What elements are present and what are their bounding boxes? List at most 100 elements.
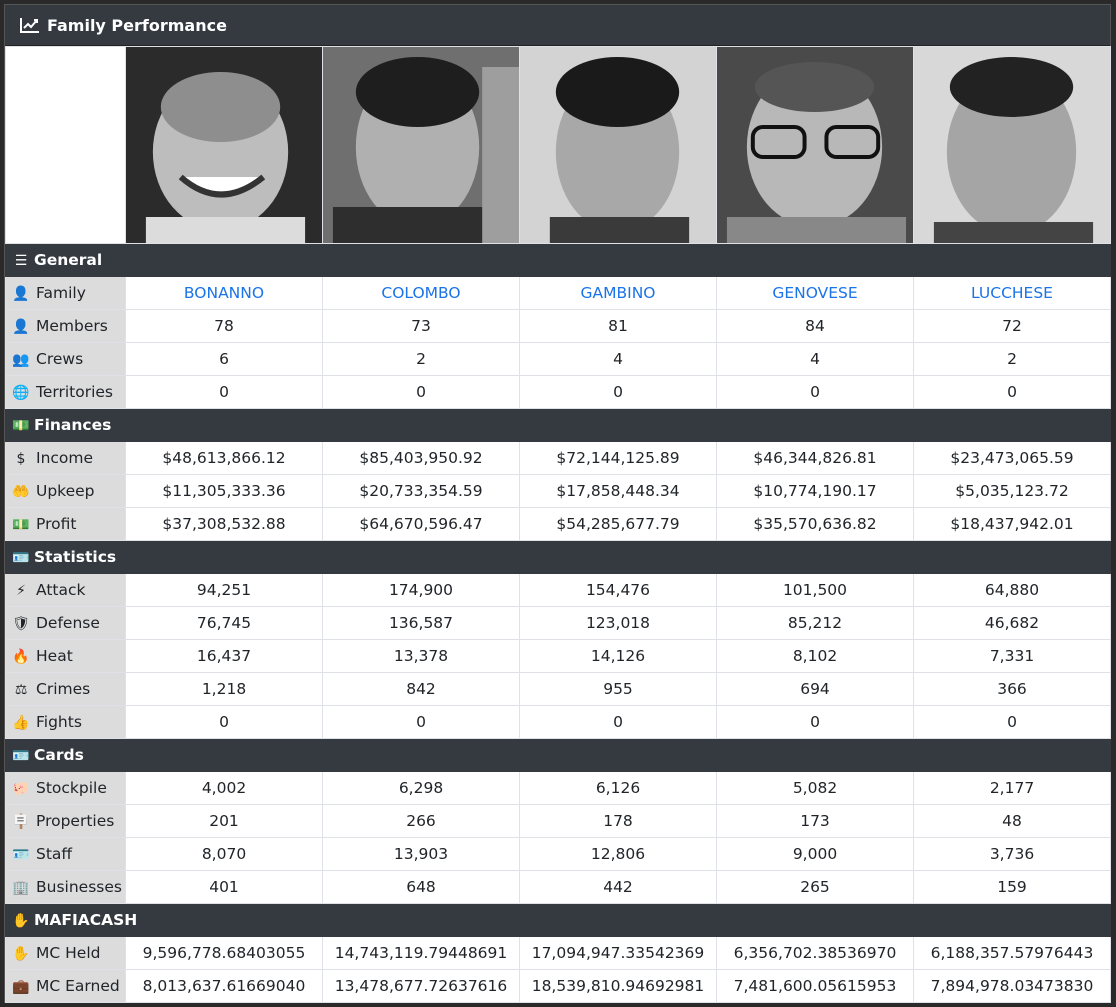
value-cell: 7,331 [913, 639, 1111, 673]
data-row-attack: ⚡ Attack 94,251 174,900 154,476 101,500 64,880 [5, 573, 1111, 607]
family-performance-panel: Family Performance [4, 4, 1111, 1003]
value-cell: $17,858,448.34 [519, 474, 717, 508]
data-row-members: 👤 Members 78 73 81 84 72 [5, 309, 1111, 343]
portrait-row [5, 46, 1111, 244]
value-cell: 0 [716, 375, 914, 409]
row-label: 👥 Crews [5, 342, 126, 376]
value-cell: 648 [322, 870, 520, 904]
user-icon: 👤 [12, 318, 30, 335]
chart-line-icon [20, 18, 39, 33]
value-cell: 17,094,947.33542369 [519, 936, 717, 970]
value-cell: 6,298 [322, 771, 520, 805]
row-label: 👤 Members [5, 309, 126, 343]
value-cell: 0 [913, 705, 1111, 739]
family-link-genovese[interactable]: GENOVESE [772, 284, 858, 302]
value-cell: 13,378 [322, 639, 520, 673]
value-cell: 8,013,637.61669040 [125, 969, 323, 1003]
dollar-icon: $ [16, 450, 26, 467]
row-label-text: Territories [36, 383, 114, 401]
row-label-text: Staff [36, 845, 73, 863]
value-cell: 81 [519, 309, 717, 343]
value-cell: 78 [125, 309, 323, 343]
row-label: 🤲 Upkeep [5, 474, 126, 508]
family-link-colombo[interactable]: COLOMBO [381, 284, 461, 302]
row-label-text: MC Held [36, 944, 101, 962]
value-cell: 0 [125, 705, 323, 739]
data-row-profit: 💵 Profit $37,308,532.88 $64,670,596.47 $54,2… [5, 507, 1111, 541]
value-cell: 123,018 [519, 606, 717, 640]
row-label: 🏢 Businesses [5, 870, 126, 904]
section-title: MAFIACASH [34, 911, 138, 929]
value-cell: 48 [913, 804, 1111, 838]
value-cell: 842 [322, 672, 520, 706]
value-cell: 14,743,119.79448691 [322, 936, 520, 970]
row-label-text: MC Earned [36, 977, 120, 995]
value-cell: 1,218 [125, 672, 323, 706]
value-cell: $23,473,065.59 [913, 441, 1111, 475]
family-link-gambino[interactable]: GAMBINO [580, 284, 656, 302]
sign-icon: 🪧 [12, 813, 30, 830]
value-cell: 13,478,677.72637616 [322, 969, 520, 1003]
id-card-icon: 🪪 [12, 550, 30, 566]
value-cell: 2 [322, 342, 520, 376]
value-cell: 174,900 [322, 573, 520, 607]
value-cell: 7,894,978.03473830 [913, 969, 1111, 1003]
section-title: Finances [34, 416, 112, 434]
section-title-cell: ✋ MAFIACASH [5, 903, 1111, 937]
value-cell: 366 [913, 672, 1111, 706]
family-link-bonanno[interactable]: BONANNO [183, 284, 265, 302]
section-title: Cards [34, 746, 84, 764]
section-title-cell: 🪪 Cards [5, 738, 1111, 772]
data-row-businesses: 🏢 Businesses 401 648 442 265 159 [5, 870, 1111, 904]
data-row-properties: 🪧 Properties 201 266 178 173 48 [5, 804, 1111, 838]
value-cell: 0 [519, 375, 717, 409]
row-label: 💼 MC Earned [5, 969, 126, 1003]
row-label: 🐖 Stockpile [5, 771, 126, 805]
value-cell: 18,539,810.94692981 [519, 969, 717, 1003]
value-cell: 0 [125, 375, 323, 409]
value-cell: 4 [519, 342, 717, 376]
balance-scale-icon: ⚖ [14, 681, 28, 698]
value-cell: 6,126 [519, 771, 717, 805]
row-label-text: Stockpile [36, 779, 107, 797]
row-label: ✋ MC Held [5, 936, 126, 970]
value-cell: 46,682 [913, 606, 1111, 640]
hand-paper-icon: ✋ [12, 913, 30, 929]
value-cell: 0 [716, 705, 914, 739]
row-label: 🪧 Properties [5, 804, 126, 838]
value-cell: 5,082 [716, 771, 914, 805]
value-cell: 173 [716, 804, 914, 838]
value-cell: 401 [125, 870, 323, 904]
section-title-cell: ☰ General [5, 243, 1111, 277]
row-label-text: Fights [36, 713, 82, 731]
shield-icon: 🛡 [12, 615, 30, 632]
section-title: Statistics [34, 548, 117, 566]
fire-icon: 🔥 [12, 648, 30, 665]
data-row-heat: 🔥 Heat 16,437 13,378 14,126 8,102 7,331 [5, 639, 1111, 673]
money-bill-icon: 💵 [12, 418, 30, 434]
row-label: 🪪 Staff [5, 837, 126, 871]
piggy-bank-icon: 🐖 [12, 780, 30, 797]
value-cell: 694 [716, 672, 914, 706]
value-cell: 2 [913, 342, 1111, 376]
row-label-text: Attack [36, 581, 86, 599]
value-cell: 9,596,778.68403055 [125, 936, 323, 970]
value-cell: 101,500 [716, 573, 914, 607]
list-icon: ☰ [14, 253, 28, 269]
row-label-text: Members [36, 317, 108, 335]
value-cell: 64,880 [913, 573, 1111, 607]
value-cell: 442 [519, 870, 717, 904]
data-row-stockpile: 🐖 Stockpile 4,002 6,298 6,126 5,082 2,177 [5, 771, 1111, 805]
row-label: ⚡ Attack [5, 573, 126, 607]
row-label-text: Income [36, 449, 94, 467]
value-cell: 3,736 [913, 837, 1111, 871]
value-cell: 2,177 [913, 771, 1111, 805]
portrait-genovese [716, 46, 914, 244]
value-cell: 8,102 [716, 639, 914, 673]
value-cell: $64,670,596.47 [322, 507, 520, 541]
row-label-text: Family [36, 284, 86, 302]
family-link-lucchese[interactable]: LUCCHESE [971, 284, 1053, 302]
section-header-cards: 🪪 Cards [5, 738, 1111, 772]
row-label-text: Upkeep [36, 482, 95, 500]
value-cell: 13,903 [322, 837, 520, 871]
